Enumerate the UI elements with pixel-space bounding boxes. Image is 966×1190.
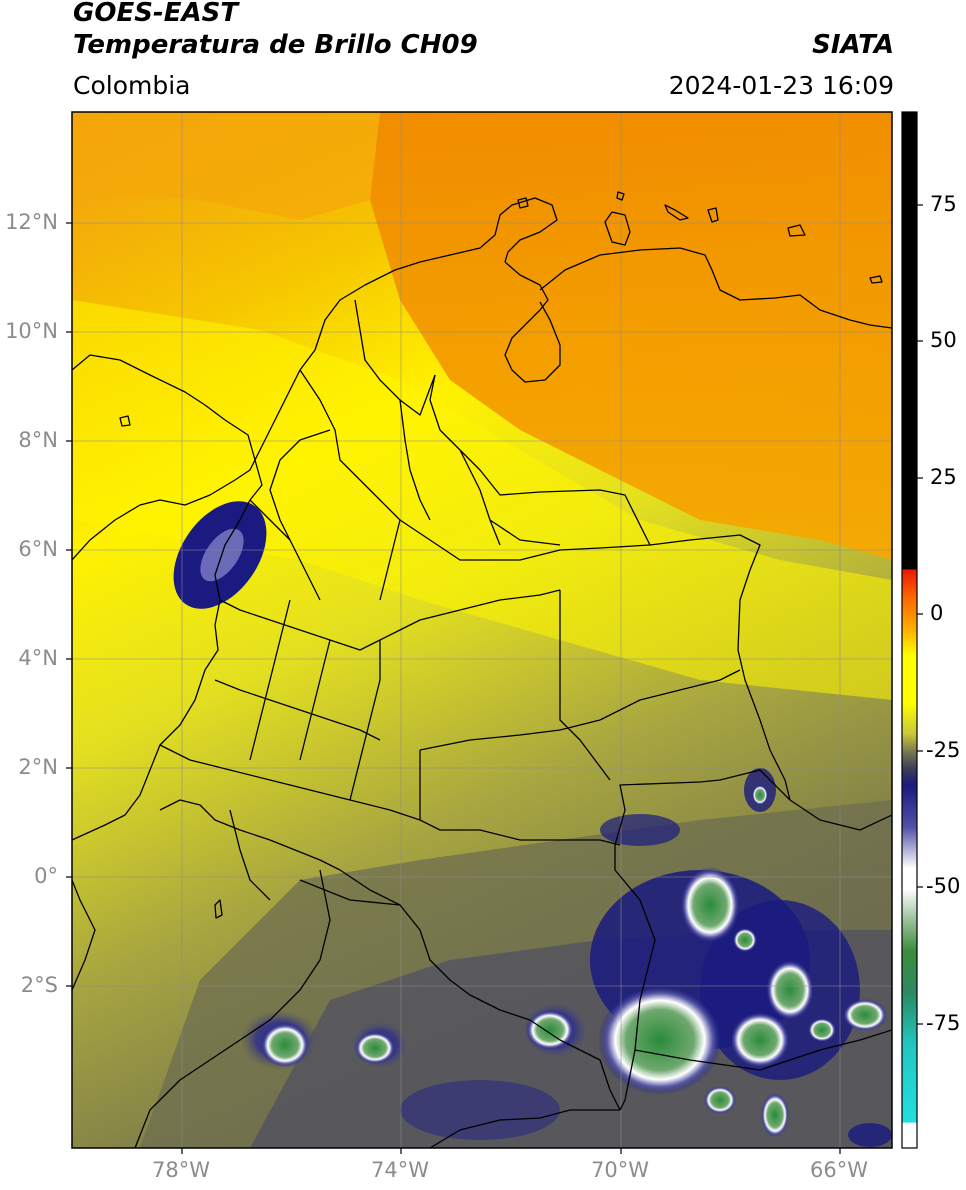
colorbar-ticks: [917, 204, 923, 1025]
product-subtitle: Temperatura de Brillo CH09: [73, 30, 478, 60]
lat-tick-6n: 6°N: [18, 537, 58, 561]
lat-tick-0: 0°: [34, 864, 58, 888]
colorbar-label-25: 25: [930, 465, 957, 489]
lon-tick-70w: 70°W: [591, 1158, 649, 1182]
lat-tick-10n: 10°N: [5, 319, 58, 343]
colorbar-label-minus25: -25: [926, 738, 961, 762]
lat-tick-2s: 2°S: [20, 973, 58, 997]
colorbar-label-0: 0: [930, 601, 944, 625]
product-title: GOES-EAST: [73, 0, 239, 28]
map-frame: [71, 111, 893, 1149]
brightness-temperature-field: [72, 112, 892, 1148]
lon-tick-74w: 74°W: [371, 1158, 429, 1182]
colorbar-label-50: 50: [930, 328, 957, 352]
lat-tick-2n: 2°N: [18, 755, 58, 779]
lat-tick-12n: 12°N: [5, 210, 58, 234]
lat-tick-4n: 4°N: [18, 646, 58, 670]
lon-tick-66w: 66°W: [810, 1158, 868, 1182]
lat-tick-8n: 8°N: [18, 428, 58, 452]
datetime-label: 2024-01-23 16:09: [668, 71, 894, 100]
region-label: Colombia: [73, 71, 191, 100]
map-ticks: [66, 222, 841, 1154]
colorbar: [901, 111, 918, 1149]
graticule: [72, 112, 892, 1148]
brand-label: SIATA: [812, 30, 894, 60]
colorbar-label-minus50: -50: [926, 874, 961, 898]
colorbar-label-75: 75: [930, 192, 957, 216]
colorbar-label-minus75: -75: [926, 1011, 961, 1035]
coastlines-borders: [72, 191, 892, 1148]
lon-tick-78w: 78°W: [152, 1158, 210, 1182]
